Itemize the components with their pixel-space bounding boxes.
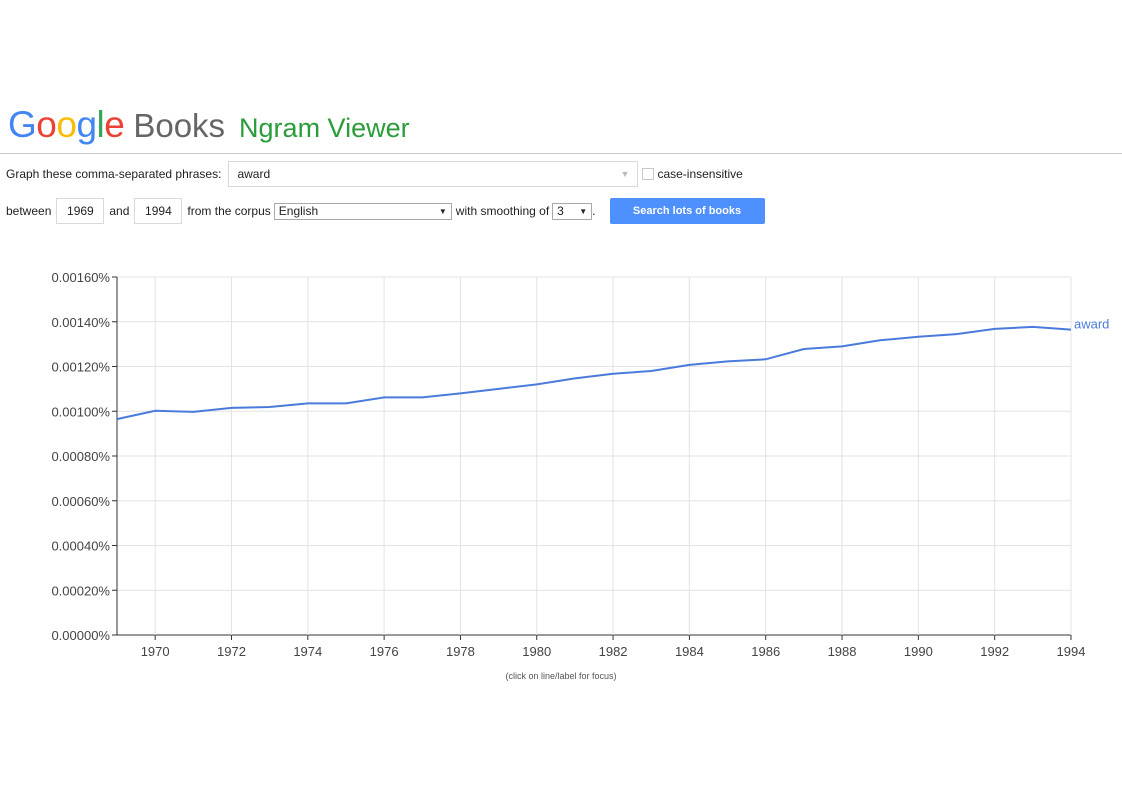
ngram-chart[interactable]: 0.00000% 0.00020% 0.00040% 0.00060% 0.00080%…: [0, 258, 1122, 658]
x-tick-label: 1972: [217, 644, 246, 658]
end-year-value: 1994: [145, 204, 172, 218]
dropdown-arrow-icon: ▼: [438, 206, 447, 216]
y-tick-label: 0.00040%: [51, 539, 110, 554]
corpus-value: English: [278, 204, 319, 218]
y-tick-label: 0.00100%: [51, 404, 110, 419]
x-tick-label: 1992: [980, 644, 1009, 658]
books-wordmark: Books: [133, 107, 226, 144]
x-tick-label: 1984: [675, 644, 704, 658]
logo-letter: o: [36, 104, 57, 145]
y-tick-label: 0.00080%: [51, 449, 110, 464]
dropdown-arrow-icon: ▼: [579, 206, 588, 216]
logo-letter: o: [56, 104, 77, 145]
y-tick-label: 0.00060%: [51, 494, 110, 509]
x-tick-label: 1974: [293, 644, 322, 658]
case-insensitive-label: case-insensitive: [657, 167, 743, 181]
chart-focus-note: (click on line/label for focus): [505, 671, 617, 681]
period-text: .: [592, 204, 596, 218]
y-tick-label: 0.00160%: [51, 270, 110, 285]
x-tick-label: 1970: [141, 644, 170, 658]
query-options-row: between 1969 and 1994 from the corpus En…: [6, 197, 765, 225]
smoothing-value: 3: [557, 204, 564, 218]
y-tick-label: 0.00120%: [51, 360, 110, 375]
dropdown-caret-icon: ▼: [620, 169, 630, 179]
corpus-select[interactable]: English ▼: [273, 202, 452, 220]
logo-letter: l: [96, 104, 105, 145]
google-logo[interactable]: Google: [8, 104, 125, 146]
corpus-label: from the corpus: [187, 204, 271, 218]
y-tick-label: 0.00020%: [51, 583, 110, 598]
x-tick-label: 1986: [751, 644, 780, 658]
and-label: and: [109, 204, 130, 218]
case-insensitive-checkbox[interactable]: [642, 168, 655, 180]
start-year-value: 1969: [67, 204, 94, 218]
y-tick-label: 0.00000%: [51, 628, 110, 643]
between-label: between: [6, 204, 52, 218]
smoothing-label: with smoothing of: [455, 204, 550, 218]
page-title: Ngram Viewer: [239, 113, 410, 143]
phrases-row: Graph these comma-separated phrases: awa…: [6, 160, 743, 188]
smoothing-select[interactable]: 3 ▼: [552, 202, 593, 220]
phrases-label: Graph these comma-separated phrases:: [6, 167, 222, 181]
end-year-input[interactable]: 1994: [134, 198, 183, 224]
x-tick-label: 1980: [522, 644, 551, 658]
logo-letter: g: [76, 104, 97, 145]
logo-letter: G: [8, 104, 37, 145]
app-header: Google Books Ngram Viewer: [8, 104, 410, 148]
series-label-award[interactable]: award: [1074, 317, 1109, 332]
x-tick-label: 1978: [446, 644, 475, 658]
series-line-award[interactable]: [116, 325, 1072, 421]
header-divider: [0, 153, 1122, 154]
y-tick-label: 0.00140%: [51, 315, 110, 330]
search-button[interactable]: Search lots of books: [609, 198, 765, 224]
x-tick-label: 1976: [370, 644, 399, 658]
x-tick-label: 1990: [904, 644, 933, 658]
phrases-value: award: [237, 167, 271, 181]
start-year-input[interactable]: 1969: [56, 198, 105, 224]
x-tick-label: 1988: [828, 644, 857, 658]
phrases-input[interactable]: award ▼: [228, 161, 639, 187]
x-tick-label: 1982: [599, 644, 628, 658]
logo-letter: e: [104, 104, 125, 145]
x-tick-label: 1994: [1057, 644, 1086, 658]
